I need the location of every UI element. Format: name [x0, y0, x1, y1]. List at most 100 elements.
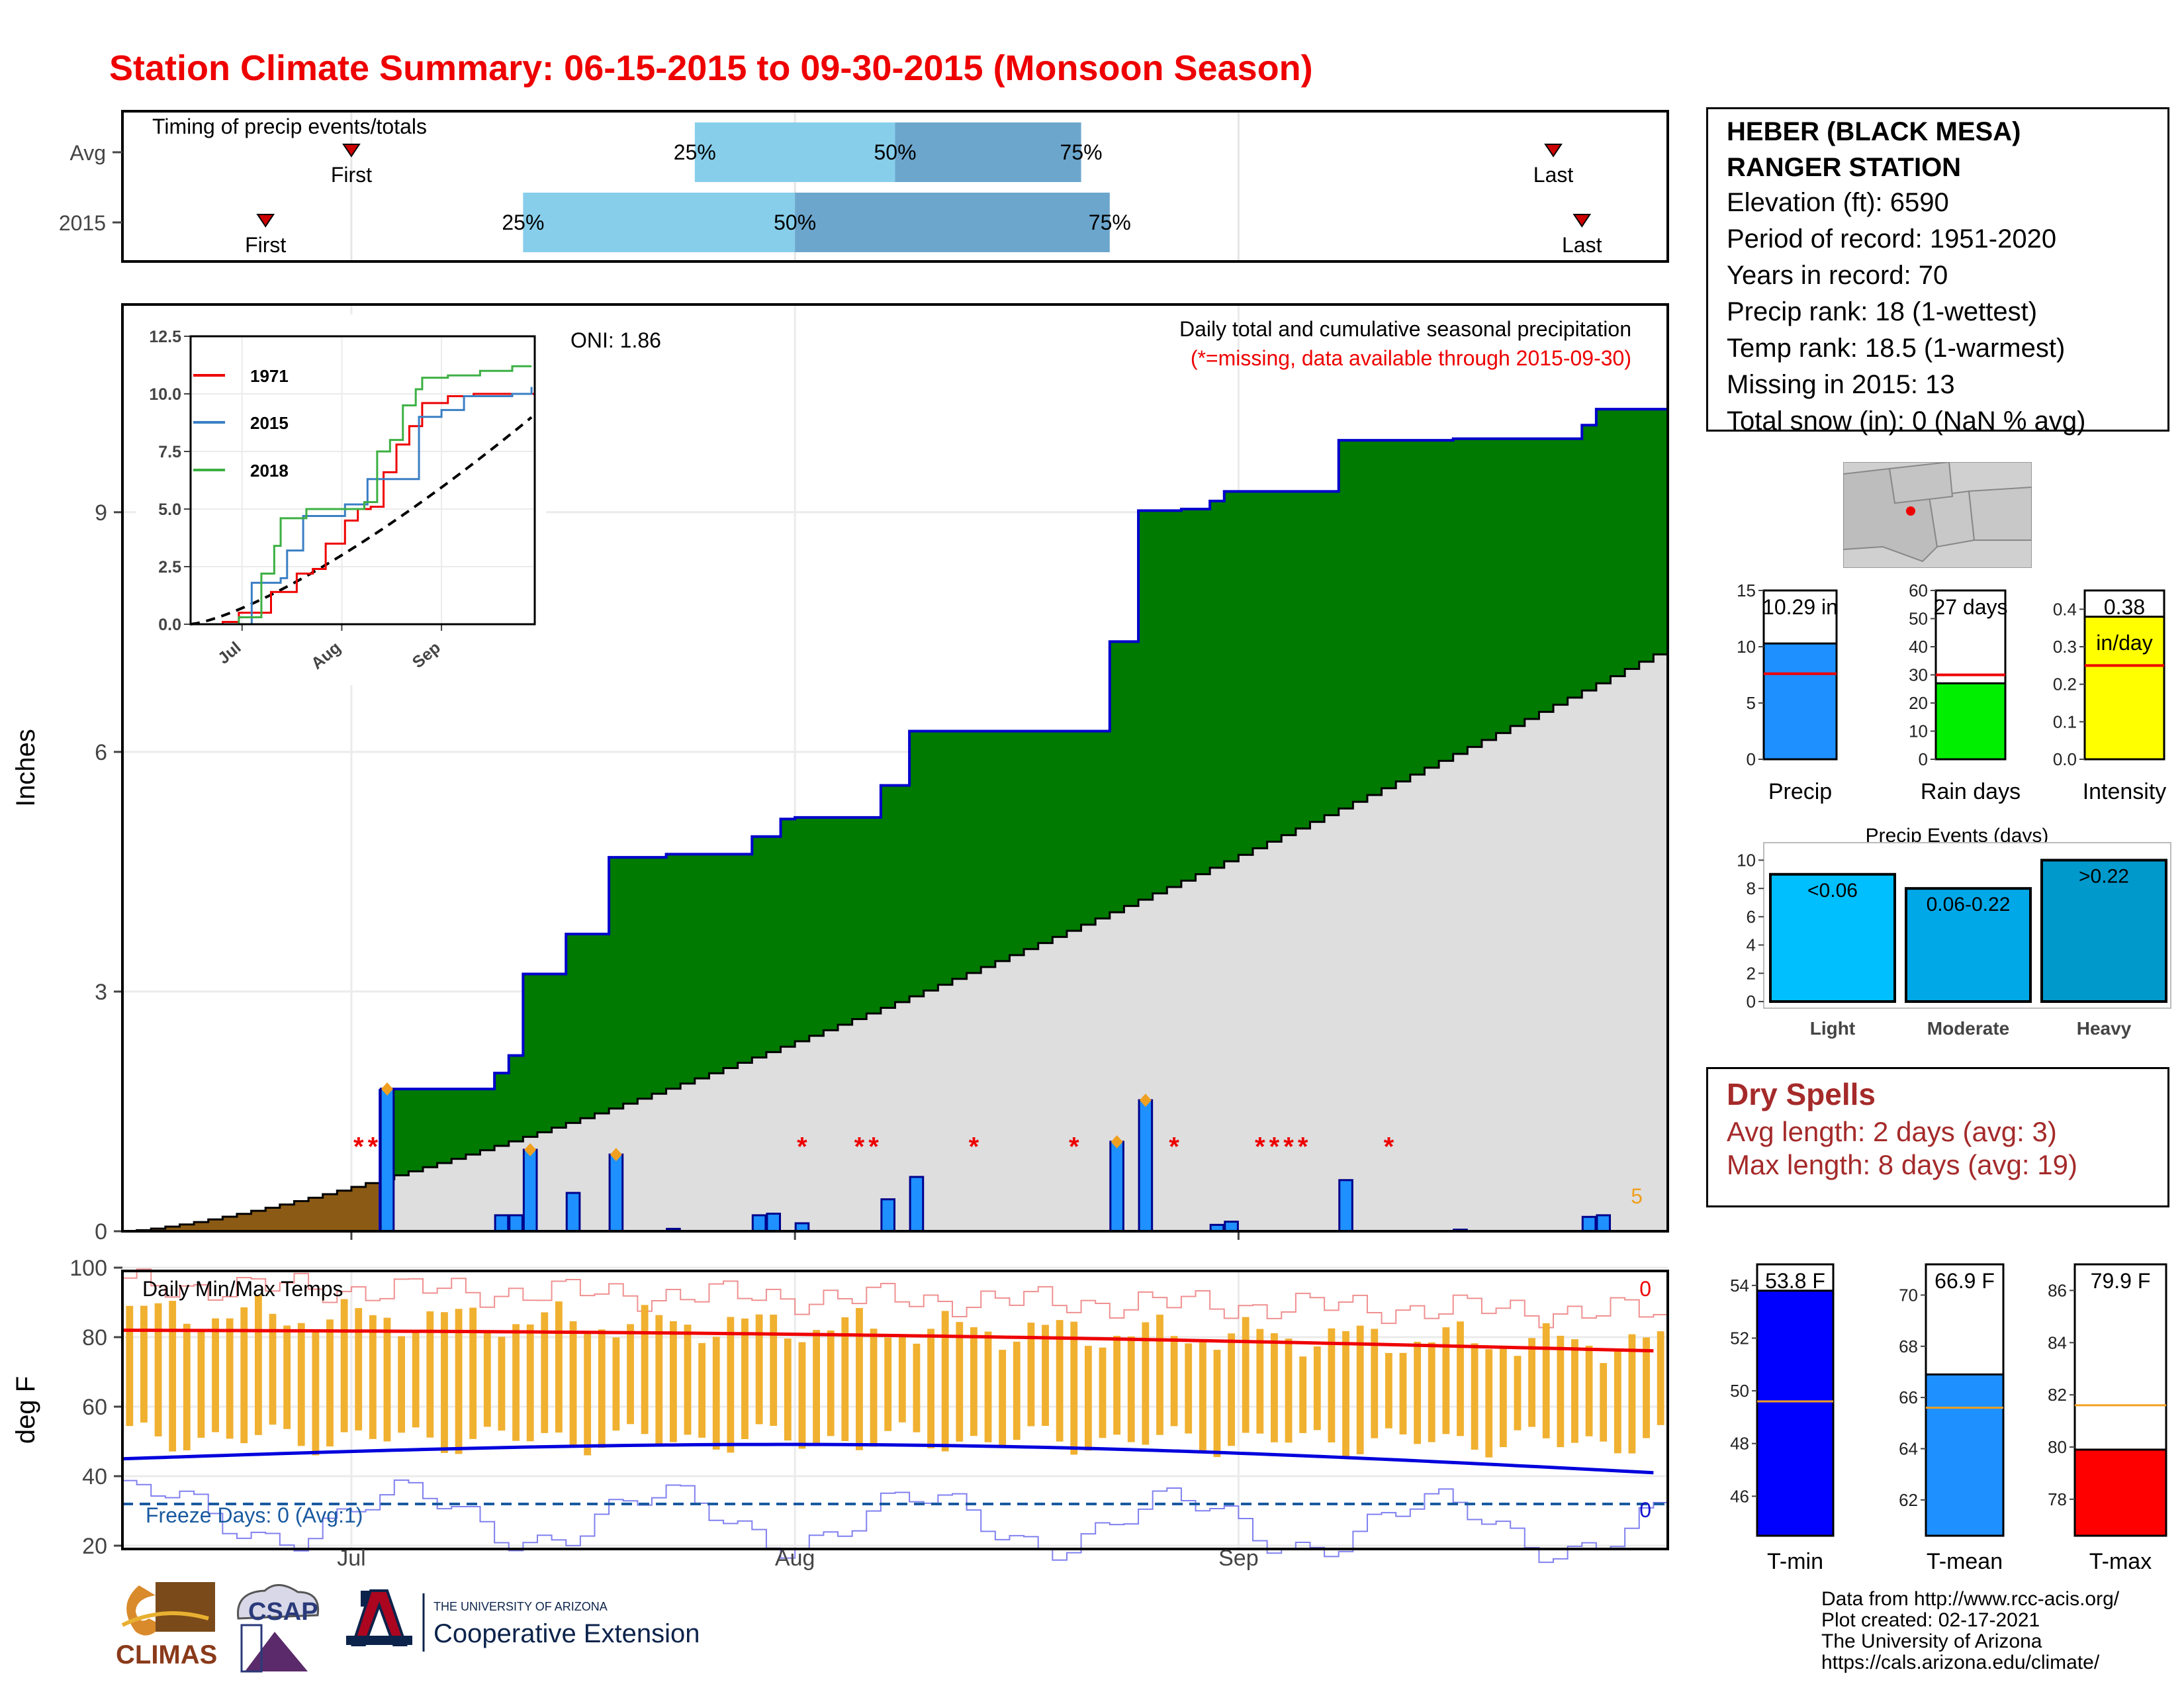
temp-ytick-label-80: 80 — [82, 1325, 107, 1350]
csap-logo-bars — [240, 1624, 263, 1673]
temp-daily-bar-67 — [1084, 1346, 1092, 1451]
legend-label-1971: 1971 — [250, 366, 289, 386]
tsum-tick-label-tmean-4: 70 — [1899, 1285, 1918, 1305]
temp-daily-bar-46 — [784, 1338, 792, 1441]
x-tick-label-sep: Sep — [1218, 1546, 1259, 1571]
summary-tick-label-intensity-1: 0.1 — [2053, 712, 2077, 731]
station-period: Period of record: 1951-2020 — [1727, 224, 2057, 254]
climas-logo: CLIMAS — [116, 1582, 217, 1669]
temp-daily-bar-50 — [841, 1317, 849, 1442]
temp-daily-bar-72 — [1156, 1315, 1163, 1435]
temp-daily-bar-81 — [1285, 1338, 1293, 1443]
temp-layer: 20 40 60 80 100 — [69, 1258, 1668, 1564]
temp-daily-bar-66 — [1070, 1321, 1078, 1455]
tsum-bar-tmax — [2073, 1448, 2167, 1537]
temp-summary-bars: 46 48 50 52 54 53.8 F T-min 62 64 66 68 70 66.9 F T-m… — [1730, 1263, 2167, 1574]
temp-daily-bar-62 — [1013, 1341, 1021, 1440]
missing-day-marker-11: * — [1298, 1132, 1308, 1161]
temp-daily-bar-98 — [1528, 1338, 1536, 1427]
temp-ytick-label-100: 100 — [69, 1258, 107, 1281]
timing-first-marker-2015 — [256, 214, 275, 228]
cumulative-2015-line — [380, 408, 1668, 1091]
events-bar-heavy — [2040, 859, 2167, 1004]
summary-bars: 0 5 10 15 10.29 in Precip 0 10 20 30 40 50 60 27 days… — [1737, 581, 2166, 804]
temp-daily-bar-68 — [1099, 1347, 1107, 1438]
temp-daily-bar-85 — [1342, 1331, 1349, 1457]
tsum-tick-label-tmean-0: 62 — [1899, 1490, 1918, 1510]
temp-daily-bar-97 — [1514, 1356, 1522, 1430]
timing-q75-label-avg: 75% — [1060, 140, 1103, 164]
events-tick-label-0: 0 — [1747, 992, 1756, 1011]
inset-series-2018 — [191, 365, 532, 626]
missing-day-marker-10: * — [1283, 1132, 1294, 1161]
daily-precip-bar-1 — [494, 1214, 510, 1233]
summary-tick-label-intensity-2: 0.2 — [2053, 675, 2077, 694]
temp-daily-bar-55 — [913, 1343, 921, 1432]
credit-data-source: Data from http://www.rcc-acis.org/ — [1821, 1588, 2120, 1610]
temp-daily-bar-20 — [412, 1332, 420, 1428]
temp-daily-bar-106 — [1643, 1337, 1650, 1438]
temp-daily-bar-71 — [1142, 1322, 1150, 1445]
events-tick-label-3: 6 — [1747, 907, 1756, 927]
csap-logo: CSAP — [237, 1584, 320, 1673]
page-title: Station Climate Summary: 06-15-2015 to 0… — [109, 48, 1313, 88]
temp-daily-bar-90 — [1414, 1342, 1422, 1444]
events-category-light: Light — [1810, 1018, 1855, 1039]
temp-record-min-line — [122, 1479, 1668, 1564]
temp-daily-bar-0 — [126, 1305, 134, 1427]
temp-daily-bar-21 — [426, 1311, 434, 1438]
climas-logo-text: CLIMAS — [116, 1640, 217, 1669]
summary-bar-rain_days — [1934, 682, 2007, 761]
precip-events-chart: Precip Events (days) 0246810<0.06Light0.… — [1737, 825, 2171, 1039]
summary-tick-label-rain_days-0: 0 — [1919, 749, 1928, 769]
temp-daily-bar-54 — [898, 1335, 906, 1423]
temp-daily-bar-15 — [340, 1299, 348, 1432]
temp-daily-bar-47 — [798, 1342, 806, 1449]
tsum-tick-label-tmax-4: 86 — [2048, 1280, 2067, 1300]
tsum-tick-label-tmin-0: 46 — [1730, 1486, 1749, 1506]
summary-tick-label-precip-2: 10 — [1737, 637, 1756, 657]
timing-row-2015: 2015 — [59, 211, 106, 235]
missing-day-marker-3: * — [854, 1132, 865, 1161]
summary-tick-label-precip-3: 15 — [1737, 581, 1756, 600]
x-tick-label-aug: Aug — [774, 1546, 815, 1571]
temp-daily-bar-8 — [240, 1307, 248, 1444]
temp-daily-bar-43 — [741, 1318, 749, 1440]
temp-daily-bar-63 — [1027, 1323, 1035, 1427]
temp-daily-bar-53 — [884, 1337, 892, 1431]
station-snow: Total snow (in): 0 (NaN % avg) — [1727, 406, 2086, 436]
temp-daily-bar-48 — [813, 1330, 820, 1443]
temp-daily-bar-14 — [326, 1319, 334, 1447]
summary-bar-precip — [1762, 642, 1838, 761]
events-category-heavy: Heavy — [2077, 1018, 2132, 1039]
station-name-line2: RANGER STATION — [1727, 153, 1962, 182]
climas-logo-arc — [121, 1611, 209, 1627]
timing-last-label-2015: Last — [1562, 233, 1602, 257]
station-temp-rank: Temp rank: 18.5 (1-warmest) — [1727, 334, 2066, 363]
locator-map — [1843, 462, 2032, 568]
timing-last-marker-2015 — [1572, 214, 1592, 228]
inset-ytick-label-0: 0.0 — [158, 616, 181, 634]
tsum-bar-tmin — [1756, 1289, 1835, 1537]
temp-daily-bar-94 — [1471, 1343, 1479, 1450]
temp-daily-bar-105 — [1628, 1334, 1636, 1454]
temp-high-count: 0 — [1639, 1277, 1651, 1301]
temp-daily-bar-74 — [1185, 1343, 1193, 1434]
temp-daily-bar-107 — [1657, 1331, 1664, 1425]
temp-daily-bar-25 — [483, 1331, 491, 1427]
daily-precip-bar-12 — [1109, 1141, 1124, 1233]
summary-intensity-unit: in/day — [2096, 631, 2152, 655]
temp-ytick-label-20: 20 — [82, 1534, 107, 1559]
temp-daily-bar-11 — [283, 1325, 291, 1429]
events-tick-label-2: 4 — [1747, 935, 1756, 955]
daily-precip-marker-0 — [381, 1082, 393, 1096]
precip-caption: Daily total and cumulative seasonal prec… — [1179, 317, 1631, 341]
temp-daily-bar-33 — [598, 1329, 606, 1448]
events-category-moderate: Moderate — [1927, 1018, 2009, 1039]
ua-logo-a-base — [346, 1636, 412, 1645]
temp-low-count: 0 — [1639, 1498, 1651, 1522]
tsum-tick-label-tmean-1: 64 — [1899, 1438, 1918, 1458]
precip-ylabel: Inches — [11, 729, 40, 807]
temp-daily-bar-86 — [1356, 1325, 1364, 1454]
missing-day-marker-12: * — [1384, 1132, 1394, 1161]
